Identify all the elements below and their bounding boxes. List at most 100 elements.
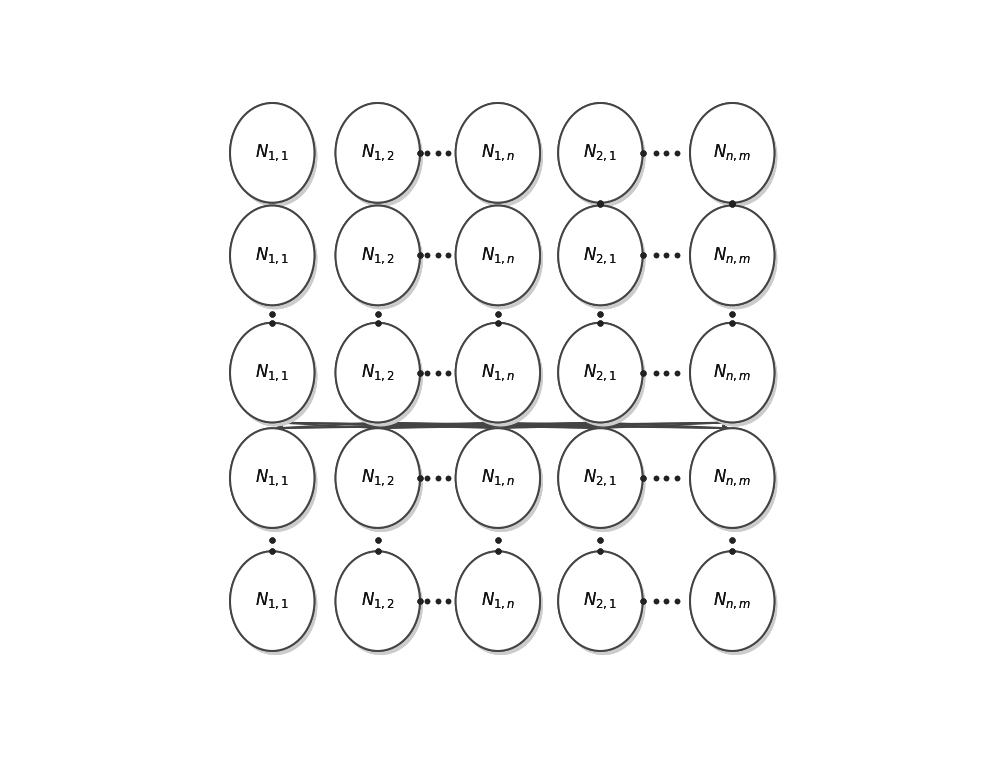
Text: $N_{1,2}$: $N_{1,2}$ (361, 362, 395, 383)
Ellipse shape (693, 327, 777, 426)
Ellipse shape (230, 323, 314, 422)
Ellipse shape (558, 205, 643, 305)
Text: $N_{1,1}$: $N_{1,1}$ (255, 362, 289, 383)
Ellipse shape (456, 551, 540, 651)
Ellipse shape (338, 556, 423, 655)
Ellipse shape (456, 428, 540, 528)
Ellipse shape (338, 432, 423, 532)
Text: $N_{2,1}$: $N_{2,1}$ (583, 591, 617, 611)
Ellipse shape (690, 323, 774, 422)
Ellipse shape (690, 205, 774, 305)
Text: $N_{1,n}$: $N_{1,n}$ (481, 142, 515, 163)
Ellipse shape (561, 432, 646, 532)
Ellipse shape (456, 551, 540, 651)
Ellipse shape (459, 432, 543, 532)
Text: $N_{1,2}$: $N_{1,2}$ (361, 245, 395, 266)
Ellipse shape (690, 103, 774, 202)
Ellipse shape (561, 210, 646, 309)
Ellipse shape (338, 210, 423, 309)
Ellipse shape (693, 327, 777, 426)
Text: $N_{1,2}$: $N_{1,2}$ (361, 245, 395, 266)
Ellipse shape (459, 327, 543, 426)
Ellipse shape (558, 103, 643, 202)
Ellipse shape (233, 432, 317, 532)
Text: $N_{1,2}$: $N_{1,2}$ (361, 591, 395, 611)
Text: $N_{n,m}$: $N_{n,m}$ (713, 591, 751, 611)
Ellipse shape (561, 210, 646, 309)
Ellipse shape (230, 323, 314, 422)
Ellipse shape (561, 107, 646, 207)
Ellipse shape (459, 556, 543, 655)
Ellipse shape (230, 205, 314, 305)
Text: $N_{n,m}$: $N_{n,m}$ (713, 245, 751, 266)
Ellipse shape (233, 556, 317, 655)
Ellipse shape (558, 551, 643, 651)
Ellipse shape (561, 432, 646, 532)
Ellipse shape (459, 107, 543, 207)
Text: $N_{n,m}$: $N_{n,m}$ (713, 245, 751, 266)
Text: $N_{2,1}$: $N_{2,1}$ (583, 591, 617, 611)
Ellipse shape (456, 428, 540, 528)
Ellipse shape (693, 210, 777, 309)
Text: $N_{1,2}$: $N_{1,2}$ (361, 591, 395, 611)
Text: $N_{1,1}$: $N_{1,1}$ (255, 142, 289, 163)
Text: $N_{1,n}$: $N_{1,n}$ (481, 362, 515, 383)
Text: $N_{n,m}$: $N_{n,m}$ (713, 142, 751, 163)
Ellipse shape (693, 432, 777, 532)
Ellipse shape (230, 551, 314, 651)
Ellipse shape (233, 432, 317, 532)
Ellipse shape (456, 103, 540, 202)
Text: $N_{1,1}$: $N_{1,1}$ (255, 468, 289, 489)
Ellipse shape (693, 107, 777, 207)
Ellipse shape (338, 327, 423, 426)
Ellipse shape (693, 432, 777, 532)
Ellipse shape (336, 205, 420, 305)
Text: $N_{1,n}$: $N_{1,n}$ (481, 245, 515, 266)
Ellipse shape (233, 210, 317, 309)
Ellipse shape (561, 327, 646, 426)
Text: $N_{1,1}$: $N_{1,1}$ (255, 591, 289, 611)
Ellipse shape (690, 428, 774, 528)
Ellipse shape (338, 327, 423, 426)
Ellipse shape (338, 210, 423, 309)
Ellipse shape (233, 107, 317, 207)
Text: $N_{1,2}$: $N_{1,2}$ (361, 142, 395, 163)
Text: $N_{1,n}$: $N_{1,n}$ (481, 591, 515, 611)
Ellipse shape (558, 551, 643, 651)
Ellipse shape (690, 428, 774, 528)
Ellipse shape (230, 103, 314, 202)
Ellipse shape (558, 323, 643, 422)
Text: $N_{1,n}$: $N_{1,n}$ (481, 468, 515, 489)
Text: $N_{2,1}$: $N_{2,1}$ (583, 362, 617, 383)
Ellipse shape (230, 551, 314, 651)
Text: $N_{1,n}$: $N_{1,n}$ (481, 142, 515, 163)
Text: $N_{2,1}$: $N_{2,1}$ (583, 142, 617, 163)
Ellipse shape (690, 551, 774, 651)
Text: $N_{1,1}$: $N_{1,1}$ (255, 245, 289, 266)
Ellipse shape (558, 428, 643, 528)
Ellipse shape (558, 103, 643, 202)
Ellipse shape (338, 107, 423, 207)
Text: $N_{2,1}$: $N_{2,1}$ (583, 362, 617, 383)
Text: $N_{1,n}$: $N_{1,n}$ (481, 468, 515, 489)
Text: $N_{n,m}$: $N_{n,m}$ (713, 362, 751, 383)
Ellipse shape (456, 103, 540, 202)
Text: $N_{1,2}$: $N_{1,2}$ (361, 468, 395, 489)
Ellipse shape (693, 556, 777, 655)
Ellipse shape (459, 210, 543, 309)
Ellipse shape (336, 103, 420, 202)
Text: $N_{1,n}$: $N_{1,n}$ (481, 362, 515, 383)
Text: $N_{n,m}$: $N_{n,m}$ (713, 468, 751, 489)
Ellipse shape (558, 205, 643, 305)
Ellipse shape (693, 107, 777, 207)
Text: $N_{1,1}$: $N_{1,1}$ (255, 591, 289, 611)
Ellipse shape (459, 107, 543, 207)
Text: $N_{1,1}$: $N_{1,1}$ (255, 362, 289, 383)
Ellipse shape (336, 428, 420, 528)
Text: $N_{n,m}$: $N_{n,m}$ (713, 362, 751, 383)
Ellipse shape (336, 428, 420, 528)
Text: $N_{2,1}$: $N_{2,1}$ (583, 142, 617, 163)
Ellipse shape (233, 327, 317, 426)
Text: $N_{n,m}$: $N_{n,m}$ (713, 468, 751, 489)
Ellipse shape (230, 205, 314, 305)
